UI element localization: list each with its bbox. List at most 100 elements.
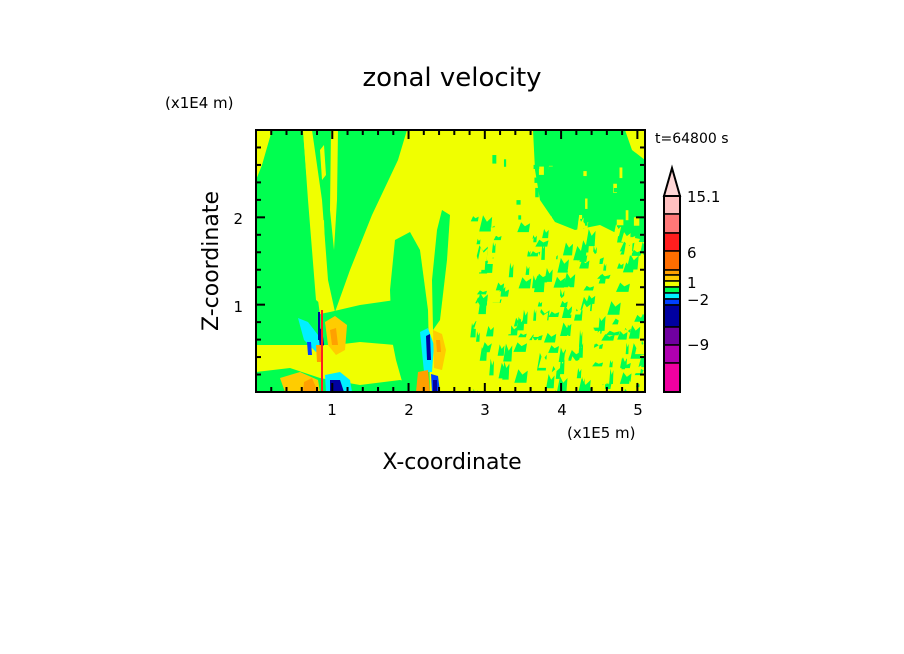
contour-region [558, 347, 567, 363]
contour-region [470, 376, 477, 384]
contour-region [495, 282, 505, 291]
contour-region [625, 210, 629, 221]
contour-region [586, 310, 601, 328]
colorbar-extend-triangle [662, 164, 682, 197]
contour-region [634, 314, 645, 322]
contour-region [635, 228, 638, 237]
contour-region [520, 386, 526, 392]
contour-region [541, 182, 545, 187]
contour-region [594, 206, 598, 217]
contour-region [514, 369, 528, 383]
contour-region [505, 224, 514, 230]
contour-region [477, 247, 488, 261]
colorbar-segment [663, 344, 681, 364]
contour-region [548, 166, 555, 176]
plot-frame [255, 129, 646, 393]
colorbar-frame [663, 195, 681, 393]
contour-region [476, 238, 481, 245]
contour-region [637, 251, 645, 269]
contour-region [563, 350, 569, 367]
contour-region [507, 184, 510, 188]
contour-region [548, 216, 552, 223]
x-axis-label: X-coordinate [382, 450, 521, 475]
contour-region [580, 240, 590, 253]
colorbar-label: 1 [687, 274, 697, 292]
contour-region [548, 290, 552, 303]
contour-region [576, 367, 582, 379]
contour-region [562, 242, 574, 256]
time-label: t=64800 s [655, 131, 729, 147]
contour-region [557, 257, 569, 273]
contour-region [599, 378, 606, 392]
colorbar-segment [663, 213, 681, 234]
contour-region [470, 322, 477, 338]
contour-region [502, 307, 507, 313]
contour-region [625, 342, 629, 355]
contour-region [626, 160, 631, 164]
x-tick-label: 5 [633, 401, 643, 419]
contour-region [516, 200, 521, 205]
contour-region [563, 272, 576, 288]
contour-region [541, 301, 551, 314]
contour-region [533, 329, 540, 337]
contour-region [499, 228, 507, 242]
contour-region [535, 187, 539, 198]
colorbar-segment [663, 195, 681, 215]
contour-region [481, 342, 493, 353]
contour-region [475, 229, 480, 234]
contour-region [561, 201, 566, 213]
contour-region [579, 214, 583, 219]
contour-region [533, 164, 540, 170]
colorbar-segment [663, 292, 681, 300]
contour-region [546, 374, 555, 389]
colorbar-segment [663, 286, 681, 294]
contour-region [533, 308, 537, 321]
contour-region [605, 330, 620, 336]
contour-region [533, 130, 645, 240]
contour-region [531, 213, 539, 218]
contour-region [556, 376, 568, 392]
x-tick-label: 2 [404, 401, 414, 419]
contour-region [601, 342, 611, 356]
contour-region [320, 145, 326, 180]
contour-region [303, 130, 322, 305]
contour-region [603, 263, 607, 271]
colorbar-segment [663, 362, 681, 393]
contour-region [330, 380, 344, 392]
colorbar-label: 6 [687, 244, 697, 262]
contour-region [619, 167, 623, 179]
x-tick-label: 3 [480, 401, 490, 419]
contour-region [559, 357, 565, 375]
contour-region [633, 217, 640, 226]
contour-region [492, 335, 507, 340]
contour-region [487, 256, 498, 265]
x-tick-label: 4 [557, 401, 567, 419]
contour-region [566, 323, 571, 333]
contour-region [616, 282, 630, 292]
contour-region [318, 220, 325, 250]
contour-region [534, 177, 540, 183]
contour-region [318, 312, 320, 340]
contour-region [486, 289, 502, 303]
colorbar-segment [663, 326, 681, 346]
contour-region [256, 130, 322, 335]
contour-region [479, 346, 488, 361]
contour-region [516, 316, 525, 331]
contour-region [525, 320, 536, 333]
contour-region [581, 303, 591, 314]
contour-region [522, 289, 529, 308]
contour-region [474, 362, 480, 370]
x-tick-label: 1 [327, 401, 337, 419]
contour-region [525, 265, 530, 275]
contour-region [565, 285, 576, 296]
y-axis-label: Z-coordinate [199, 191, 224, 331]
contour-region [513, 342, 528, 352]
contour-region [298, 318, 322, 352]
contour-region [497, 344, 505, 356]
contour-region [546, 249, 557, 263]
contour-region [307, 342, 312, 355]
contour-region [330, 130, 338, 250]
contour-region [623, 239, 633, 256]
contour-region [476, 290, 487, 295]
contour-region [569, 309, 582, 315]
